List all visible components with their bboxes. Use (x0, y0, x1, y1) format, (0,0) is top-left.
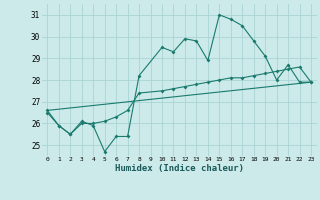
X-axis label: Humidex (Indice chaleur): Humidex (Indice chaleur) (115, 164, 244, 173)
